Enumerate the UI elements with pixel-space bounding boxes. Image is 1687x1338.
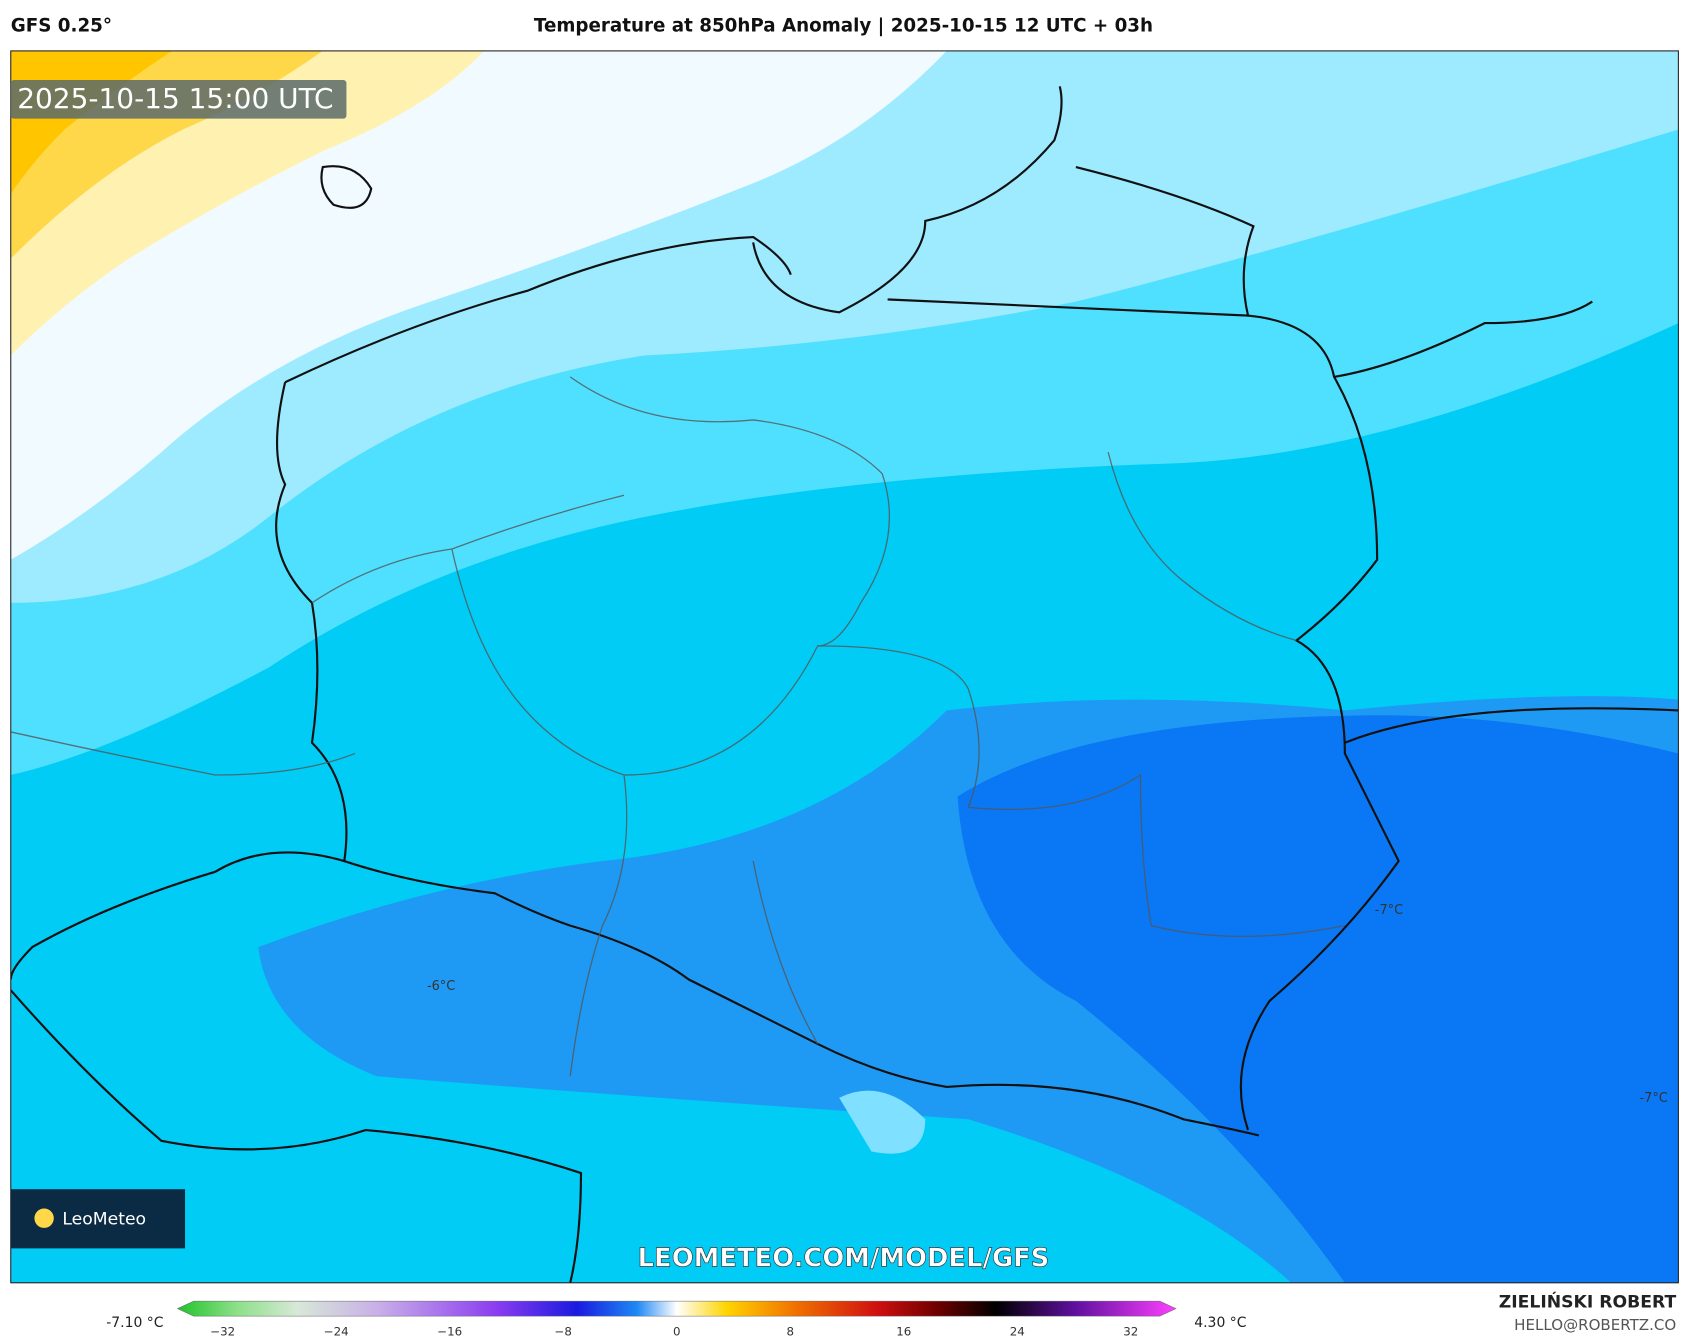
contact: HELLO@ROBERTZ.CO bbox=[1514, 1316, 1676, 1334]
colorbar bbox=[176, 1300, 1177, 1317]
colorbar-tick: 32 bbox=[1123, 1325, 1138, 1338]
colorbar-tick: 16 bbox=[896, 1325, 911, 1338]
map bbox=[10, 50, 1679, 1283]
colorbar-tick: −16 bbox=[437, 1325, 462, 1338]
contour-label: -6°C bbox=[427, 979, 455, 994]
contour-label: -7°C bbox=[1375, 903, 1403, 918]
colorbar-tick: 0 bbox=[673, 1325, 681, 1338]
colorbar-ticks: −32 −24 −16 −8 0 8 16 24 32 bbox=[210, 1325, 1138, 1338]
colorbar-tick: −8 bbox=[555, 1325, 572, 1338]
logo: LeoMeteo bbox=[62, 1210, 146, 1230]
title: Temperature at 850hPa Anomaly | 2025-10-… bbox=[534, 16, 1153, 37]
colorbar-tick: −32 bbox=[210, 1325, 235, 1338]
timestamp: 2025-10-15 15:00 UTC bbox=[17, 82, 333, 115]
author: ZIELIŃSKI ROBERT bbox=[1499, 1291, 1677, 1313]
colorbar-tick: 24 bbox=[1010, 1325, 1025, 1338]
colorbar-tick: 8 bbox=[786, 1325, 794, 1338]
contour-label: -7°C bbox=[1639, 1091, 1667, 1106]
model-label: GFS 0.25° bbox=[11, 16, 112, 37]
colorbar-tick: −24 bbox=[324, 1325, 349, 1338]
colorbar-max: 4.30 °C bbox=[1194, 1315, 1246, 1331]
watermark: LEOMETEO.COM/MODEL/GFS bbox=[638, 1244, 1050, 1274]
colorbar-min: -7.10 °C bbox=[106, 1315, 163, 1331]
